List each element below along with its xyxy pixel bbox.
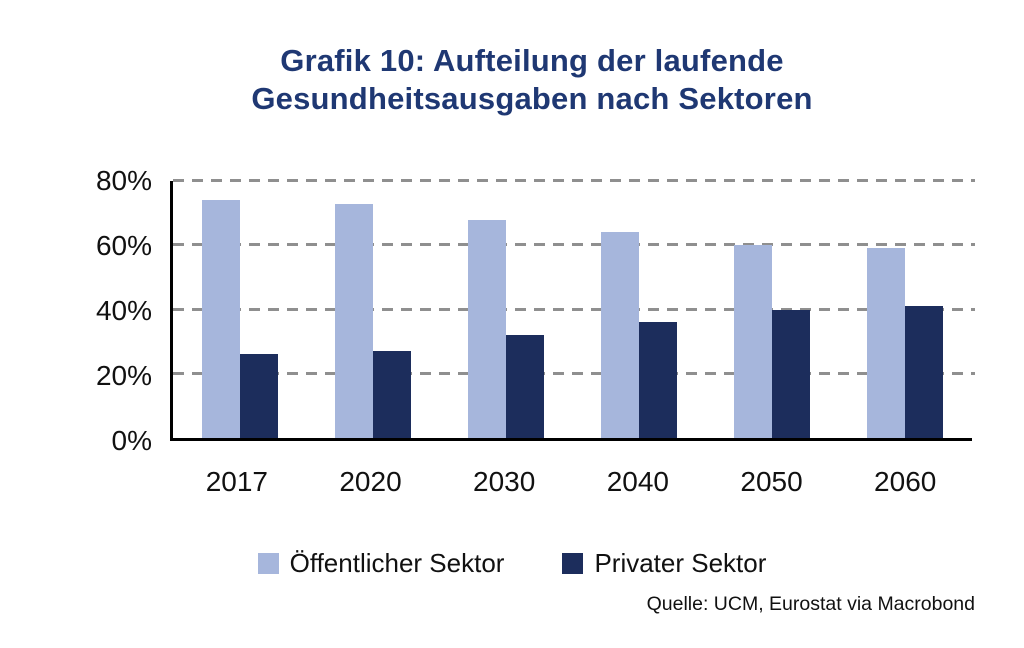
y-tick-label-80: 80% bbox=[95, 165, 152, 196]
bar-2060-private bbox=[905, 306, 944, 438]
chart-title: Grafik 10: Aufteilung der laufende Gesun… bbox=[40, 42, 1024, 118]
bar-2017-public bbox=[201, 200, 240, 438]
bar-2030-private bbox=[505, 335, 544, 438]
x-tick-label-2050: 2050 bbox=[740, 466, 803, 497]
legend-item-public: Öffentlicher Sektor bbox=[257, 548, 505, 579]
bar-2017-private bbox=[239, 354, 278, 438]
bar-2040-private bbox=[639, 322, 678, 438]
x-axis-labels: 2017 2020 2030 2040 2050 2060 bbox=[170, 466, 972, 498]
y-axis-labels: 0% 20% 40% 60% 80% bbox=[60, 165, 152, 456]
source-text: Quelle: UCM, Eurostat via Macrobond bbox=[646, 593, 975, 615]
x-tick-label-2017: 2017 bbox=[205, 466, 268, 497]
bar-2050-private bbox=[772, 309, 811, 438]
legend-label-public: Öffentlicher Sektor bbox=[289, 548, 505, 578]
legend-swatch-private bbox=[562, 553, 584, 574]
x-tick-label-2060: 2060 bbox=[874, 466, 937, 497]
bar-2030-public bbox=[467, 219, 506, 438]
chart-title-line-2: Gesundheitsausgaben nach Sektoren bbox=[251, 81, 813, 116]
gridline-20 bbox=[173, 371, 975, 375]
bar-2050-public bbox=[734, 245, 773, 438]
gridline-40 bbox=[173, 307, 975, 311]
gridline-80 bbox=[173, 179, 975, 182]
y-tick-label-20: 20% bbox=[95, 360, 152, 391]
legend-label-private: Privater Sektor bbox=[594, 548, 767, 578]
chart-legend: Öffentlicher Sektor Privater Sektor bbox=[0, 548, 1024, 579]
y-tick-label-0: 0% bbox=[111, 425, 152, 456]
plot-area bbox=[170, 179, 975, 441]
chart-title-line-1: Grafik 10: Aufteilung der laufende bbox=[280, 43, 784, 78]
legend-swatch-public bbox=[257, 553, 279, 574]
bar-2020-private bbox=[372, 351, 411, 438]
bar-2040-public bbox=[601, 232, 640, 438]
x-tick-label-2030: 2030 bbox=[473, 466, 536, 497]
y-tick-label-40: 40% bbox=[95, 295, 152, 326]
bar-2020-public bbox=[334, 203, 373, 438]
legend-item-private: Privater Sektor bbox=[562, 548, 766, 579]
x-tick-label-2040: 2040 bbox=[606, 466, 669, 497]
x-tick-label-2020: 2020 bbox=[339, 466, 402, 497]
y-tick-label-60: 60% bbox=[95, 230, 152, 261]
gridline-60 bbox=[173, 243, 975, 247]
bar-2060-public bbox=[867, 248, 906, 438]
